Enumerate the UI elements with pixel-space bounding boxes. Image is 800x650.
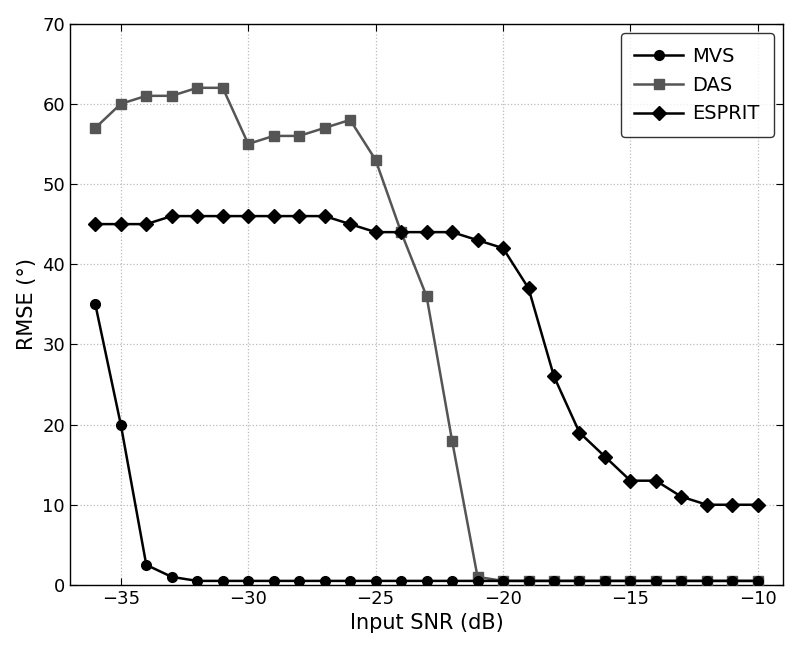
ESPRIT: [243, 212, 253, 220]
DAS: [549, 577, 558, 585]
ESPRIT: [498, 244, 508, 252]
ESPRIT: [600, 453, 610, 461]
DAS: [727, 577, 737, 585]
ESPRIT: [193, 212, 202, 220]
ESPRIT: [90, 220, 100, 228]
DAS: [702, 577, 712, 585]
ESPRIT: [626, 477, 635, 485]
MVS: [396, 577, 406, 585]
MVS: [193, 577, 202, 585]
ESPRIT: [422, 228, 431, 236]
MVS: [243, 577, 253, 585]
MVS: [294, 577, 304, 585]
ESPRIT: [320, 212, 330, 220]
ESPRIT: [524, 284, 534, 292]
MVS: [524, 577, 534, 585]
Line: MVS: MVS: [90, 300, 762, 586]
DAS: [90, 124, 100, 132]
DAS: [320, 124, 330, 132]
MVS: [626, 577, 635, 585]
MVS: [218, 577, 227, 585]
ESPRIT: [473, 236, 482, 244]
ESPRIT: [447, 228, 457, 236]
DAS: [116, 100, 126, 108]
MVS: [600, 577, 610, 585]
DAS: [396, 228, 406, 236]
ESPRIT: [574, 429, 584, 437]
ESPRIT: [142, 220, 151, 228]
ESPRIT: [702, 501, 712, 509]
ESPRIT: [167, 212, 177, 220]
DAS: [677, 577, 686, 585]
DAS: [243, 140, 253, 148]
MVS: [498, 577, 508, 585]
MVS: [422, 577, 431, 585]
Y-axis label: RMSE (°): RMSE (°): [17, 258, 37, 350]
DAS: [651, 577, 661, 585]
DAS: [498, 577, 508, 585]
MVS: [753, 577, 762, 585]
DAS: [269, 132, 278, 140]
MVS: [574, 577, 584, 585]
DAS: [167, 92, 177, 99]
ESPRIT: [396, 228, 406, 236]
DAS: [600, 577, 610, 585]
ESPRIT: [651, 477, 661, 485]
ESPRIT: [116, 220, 126, 228]
DAS: [294, 132, 304, 140]
DAS: [346, 116, 355, 124]
MVS: [320, 577, 330, 585]
DAS: [447, 437, 457, 445]
ESPRIT: [371, 228, 381, 236]
MVS: [473, 577, 482, 585]
MVS: [269, 577, 278, 585]
MVS: [702, 577, 712, 585]
MVS: [447, 577, 457, 585]
DAS: [193, 84, 202, 92]
ESPRIT: [269, 212, 278, 220]
MVS: [549, 577, 558, 585]
MVS: [371, 577, 381, 585]
ESPRIT: [677, 493, 686, 500]
DAS: [422, 292, 431, 300]
MVS: [167, 573, 177, 581]
MVS: [677, 577, 686, 585]
MVS: [727, 577, 737, 585]
DAS: [218, 84, 227, 92]
MVS: [651, 577, 661, 585]
Line: ESPRIT: ESPRIT: [90, 211, 762, 510]
ESPRIT: [294, 212, 304, 220]
DAS: [142, 92, 151, 99]
X-axis label: Input SNR (dB): Input SNR (dB): [350, 614, 503, 633]
DAS: [626, 577, 635, 585]
DAS: [753, 577, 762, 585]
MVS: [346, 577, 355, 585]
ESPRIT: [753, 501, 762, 509]
DAS: [473, 573, 482, 581]
DAS: [371, 156, 381, 164]
DAS: [524, 577, 534, 585]
ESPRIT: [346, 220, 355, 228]
MVS: [142, 561, 151, 569]
DAS: [574, 577, 584, 585]
ESPRIT: [549, 372, 558, 380]
Line: DAS: DAS: [90, 83, 762, 586]
MVS: [116, 421, 126, 428]
ESPRIT: [727, 501, 737, 509]
Legend: MVS, DAS, ESPRIT: MVS, DAS, ESPRIT: [621, 33, 774, 137]
ESPRIT: [218, 212, 227, 220]
MVS: [90, 300, 100, 308]
